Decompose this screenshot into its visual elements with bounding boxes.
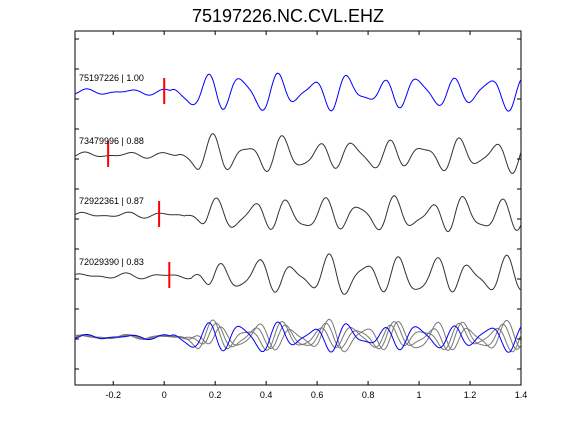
trace-label: 73479996 | 0.88	[79, 136, 144, 146]
x-tick-label: 0	[162, 390, 167, 400]
trace-line	[74, 195, 522, 233]
overlay-trace	[74, 318, 522, 353]
trace-line	[74, 133, 522, 174]
x-tick-label: 1.4	[515, 390, 528, 400]
x-tick-label: 0.6	[311, 390, 324, 400]
x-tick-label: 0.8	[362, 390, 375, 400]
x-tick-label: -0.2	[105, 390, 121, 400]
trace-group	[74, 72, 522, 353]
trace-line	[74, 72, 522, 112]
trace-label: 72922361 | 0.87	[79, 196, 144, 206]
trace-label: 75197226 | 1.00	[79, 73, 144, 83]
trace-labels: 75197226 | 1.00 73479996 | 0.88 72922361 |…	[79, 73, 144, 267]
pick-markers	[107, 78, 171, 288]
plot-frame	[74, 30, 522, 386]
trace-label: 72029390 | 0.83	[79, 257, 144, 267]
x-tick-label: 1	[417, 390, 422, 400]
y-axis-ticks	[75, 38, 521, 370]
x-tick-label: 0.2	[209, 390, 222, 400]
chart-title: 75197226.NC.CVL.EHZ	[191, 6, 385, 26]
x-tick-label: 1.2	[464, 390, 477, 400]
x-axis: -0.2 0 0.2 0.4 0.6 0.8 1 1.2 1.4	[105, 31, 527, 400]
x-tick-label: 0.4	[260, 390, 273, 400]
overlay-trace	[74, 321, 522, 351]
trace-line	[74, 253, 522, 295]
overlay-reference-trace	[74, 321, 522, 353]
